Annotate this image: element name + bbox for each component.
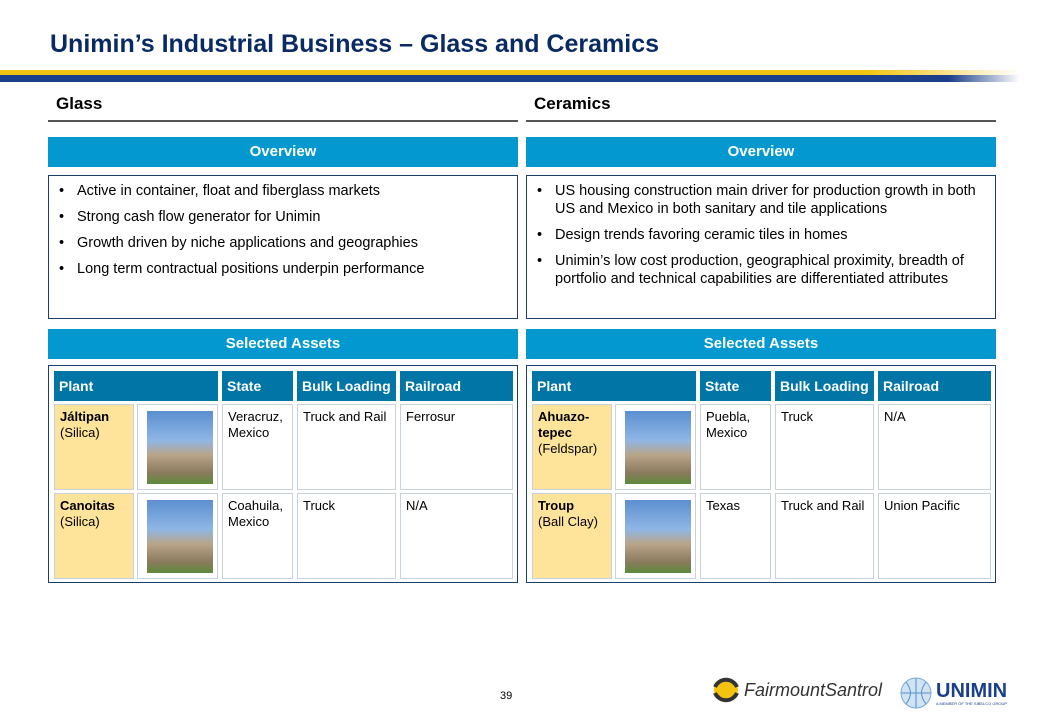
unimin-logo: UNIMIN A MEMBER OF THE SIBELCO GROUP bbox=[898, 676, 1007, 710]
fairmount-logo-icon bbox=[713, 677, 739, 703]
railroad-cell: Ferrosur bbox=[400, 404, 513, 490]
overview-bullet: Strong cash flow generator for Unimin bbox=[59, 208, 507, 226]
state-cell: Texas bbox=[700, 493, 771, 579]
header-state: State bbox=[222, 371, 293, 401]
plant-photo bbox=[147, 411, 213, 484]
plant-photo-cell bbox=[615, 404, 696, 490]
overview-bullet: Design trends favoring ceramic tiles in … bbox=[537, 226, 985, 244]
header-railroad: Railroad bbox=[400, 371, 513, 401]
selected-assets-header: Selected Assets bbox=[48, 329, 518, 359]
overview-bullet: Unimin’s low cost production, geographic… bbox=[537, 252, 985, 288]
fairmount-santrol-logo: FairmountSantrol bbox=[712, 675, 882, 705]
plant-photo-cell bbox=[137, 404, 218, 490]
overview-box: US housing construction main driver for … bbox=[526, 175, 996, 319]
bulk-loading-cell: Truck bbox=[775, 404, 874, 490]
header-bulk-loading: Bulk Loading bbox=[297, 371, 396, 401]
plant-photo-cell bbox=[137, 493, 218, 579]
overview-bullet: Growth driven by niche applications and … bbox=[59, 234, 507, 252]
plant-photo bbox=[625, 500, 691, 573]
section-title: Glass bbox=[48, 94, 518, 122]
plant-cell: Ahuazo-tepec (Feldspar) bbox=[532, 404, 612, 490]
bulk-loading-cell: Truck bbox=[297, 493, 396, 579]
state-cell: Coahuila, Mexico bbox=[222, 493, 293, 579]
assets-table: Plant State Bulk Loading Railroad Jáltipa… bbox=[48, 365, 518, 583]
plant-cell: Jáltipan (Silica) bbox=[54, 404, 134, 490]
overview-box: Active in container, float and fiberglas… bbox=[48, 175, 518, 319]
plant-cell: Troup (Ball Clay) bbox=[532, 493, 612, 579]
state-cell: Veracruz, Mexico bbox=[222, 404, 293, 490]
selected-assets-header: Selected Assets bbox=[526, 329, 996, 359]
page-title: Unimin’s Industrial Business – Glass and… bbox=[50, 30, 660, 58]
glass-column: Glass Overview Active in container, floa… bbox=[48, 94, 518, 583]
plant-photo-cell bbox=[615, 493, 696, 579]
railroad-cell: Union Pacific bbox=[878, 493, 991, 579]
header-state: State bbox=[700, 371, 771, 401]
globe-icon bbox=[900, 677, 932, 709]
header-band bbox=[0, 70, 1020, 83]
overview-header: Overview bbox=[48, 137, 518, 167]
overview-bullet: US housing construction main driver for … bbox=[537, 182, 985, 218]
header-plant: Plant bbox=[532, 371, 696, 401]
railroad-cell: N/A bbox=[878, 404, 991, 490]
header-plant: Plant bbox=[54, 371, 218, 401]
state-cell: Puebla, Mexico bbox=[700, 404, 771, 490]
page-number: 39 bbox=[500, 690, 513, 702]
section-title: Ceramics bbox=[526, 94, 996, 122]
overview-bullet: Active in container, float and fiberglas… bbox=[59, 182, 507, 200]
overview-bullet: Long term contractual positions underpin… bbox=[59, 260, 507, 278]
railroad-cell: N/A bbox=[400, 493, 513, 579]
ceramics-column: Ceramics Overview US housing constructio… bbox=[526, 94, 996, 583]
plant-cell: Canoitas (Silica) bbox=[54, 493, 134, 579]
bulk-loading-cell: Truck and Rail bbox=[775, 493, 874, 579]
header-railroad: Railroad bbox=[878, 371, 991, 401]
plant-photo bbox=[147, 500, 213, 573]
header-bulk-loading: Bulk Loading bbox=[775, 371, 874, 401]
assets-table: Plant State Bulk Loading Railroad Ahuazo-… bbox=[526, 365, 996, 583]
bulk-loading-cell: Truck and Rail bbox=[297, 404, 396, 490]
overview-header: Overview bbox=[526, 137, 996, 167]
plant-photo bbox=[625, 411, 691, 484]
